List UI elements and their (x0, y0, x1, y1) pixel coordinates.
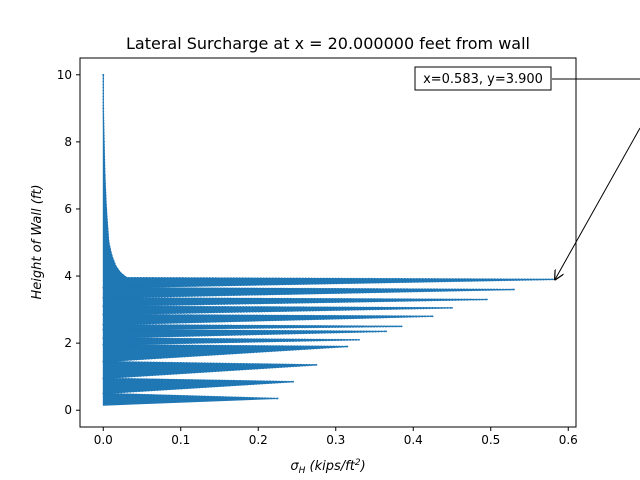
data-point (119, 271, 122, 274)
y-axis-label: Height of Wall (ft) (30, 184, 45, 299)
data-point (102, 286, 105, 289)
x-tick-label: 0.5 (481, 433, 500, 447)
data-point (102, 305, 105, 308)
data-point (102, 107, 105, 110)
annotation-text: x=0.583, y=3.900 (423, 72, 543, 87)
data-point (102, 360, 105, 363)
x-tick-label: 0.1 (171, 433, 190, 447)
data-point (276, 397, 279, 400)
data-point (114, 265, 117, 267)
y-tick-label: 6 (64, 202, 72, 216)
data-point (346, 345, 349, 348)
chart-title: Lateral Surcharge at x = 20.000000 feet … (126, 34, 530, 53)
data-point (110, 255, 113, 257)
y-tick-label: 8 (64, 135, 72, 149)
data-point (102, 377, 105, 380)
data-point (102, 328, 105, 331)
x-tick-label: 0.2 (249, 433, 268, 447)
x-axis-label-superscript: 2 (355, 458, 361, 468)
data-point (102, 392, 105, 395)
x-tick-label: 0.6 (559, 433, 578, 447)
data-point (451, 307, 453, 309)
x-tick-label: 0.0 (94, 433, 113, 447)
data-point (125, 276, 128, 279)
data-fill (102, 74, 556, 406)
x-axis-label-units-end: ) (360, 459, 366, 474)
data-point (292, 380, 294, 383)
x-tick-label: 0.3 (326, 433, 345, 447)
x-axis-label-subscript: H (299, 466, 306, 476)
data-point (102, 337, 105, 339)
series-line (102, 74, 556, 400)
x-axis-label: σH (kips/ft2) (290, 458, 365, 476)
data-point (102, 313, 105, 316)
x-axis-ticks: 0.0 0.1 0.2 0.3 0.4 0.5 0.6 (94, 427, 578, 447)
series-fill (102, 74, 556, 406)
x-axis-label-symbol: σ (290, 459, 299, 474)
y-tick-label: 0 (64, 403, 72, 417)
y-axis-ticks: 0 2 4 6 8 10 (57, 68, 80, 417)
data-point (102, 323, 105, 326)
y-tick-label: 4 (64, 269, 72, 283)
annotation-box: x=0.583, y=3.900 (414, 66, 552, 91)
x-tick-label: 0.4 (404, 433, 423, 447)
data-point (103, 141, 105, 143)
data-point (315, 364, 318, 366)
data-point (358, 338, 360, 341)
x-axis-label-units: (kips/ft (305, 459, 355, 474)
data-point (486, 298, 488, 301)
y-tick-label: 10 (57, 68, 72, 82)
data-point (107, 241, 110, 244)
data-series (102, 73, 556, 400)
data-point (105, 208, 108, 210)
data-point (431, 315, 434, 318)
data-point (513, 288, 515, 291)
data-point (103, 174, 106, 177)
plot-area (102, 73, 556, 406)
data-point (400, 325, 403, 328)
data-point (102, 297, 105, 299)
data-point (102, 343, 105, 346)
data-point (102, 73, 105, 76)
annotation-arrow (555, 127, 640, 279)
data-point (385, 330, 387, 333)
y-tick-label: 2 (64, 336, 72, 350)
